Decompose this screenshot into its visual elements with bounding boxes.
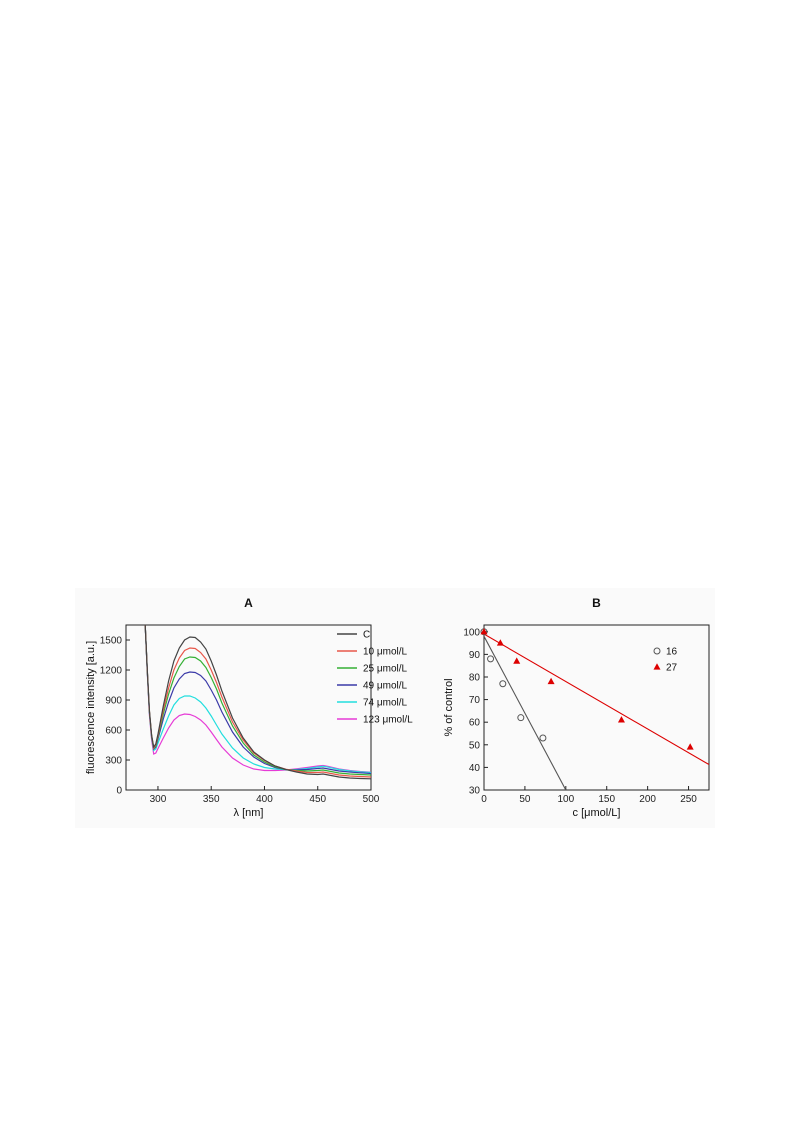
y-tick-label: 600 (105, 726, 122, 737)
data-point (499, 680, 507, 688)
panel-title: B (592, 596, 601, 610)
y-tick-label: 40 (469, 763, 481, 774)
data-point (513, 657, 521, 664)
y-tick-label: 1200 (100, 666, 123, 677)
x-tick-label: 400 (256, 794, 273, 805)
data-point (480, 627, 488, 635)
series-line (144, 625, 371, 773)
plot-frame (483, 624, 710, 791)
x-tick-label: 50 (519, 794, 531, 805)
y-tick-label: 300 (105, 756, 122, 767)
data-point (539, 734, 547, 742)
legend-label: 74 μmol/L (363, 698, 408, 709)
y-axis-label: % of control (443, 678, 455, 736)
y-tick-label: 80 (469, 672, 481, 683)
x-tick-label: 250 (680, 794, 697, 805)
data-point (487, 655, 495, 663)
chart-panel-a: 300 350 400 450 500 0 300 600 900 1200 1500 Aλ [nm]… (85, 596, 413, 819)
data-point (496, 639, 504, 646)
x-tick-label: 150 (598, 794, 615, 805)
y-tick-label: 60 (469, 718, 481, 729)
x-axis-label: λ [nm] (234, 807, 264, 819)
data-point (517, 714, 525, 722)
x-tick-label: 200 (639, 794, 656, 805)
x-tick-label: 500 (363, 794, 380, 805)
legend-label: 25 μmol/L (363, 664, 408, 675)
legend-label: 27 (666, 663, 678, 674)
legend-label: 123 μmol/L (363, 715, 413, 726)
x-tick-label: 100 (557, 794, 574, 805)
x-tick-label: 0 (481, 794, 487, 805)
legend-label: 49 μmol/L (363, 681, 408, 692)
legend-label: C (363, 630, 370, 641)
y-tick-label: 50 (469, 740, 481, 751)
x-tick-label: 450 (309, 794, 326, 805)
series-line (144, 625, 371, 774)
legend-marker (653, 663, 661, 670)
y-tick-label: 70 (469, 695, 481, 706)
fit-line (484, 633, 709, 766)
y-tick-label: 0 (116, 786, 122, 797)
x-axis-label: c [μmol/L] (573, 807, 621, 819)
data-point (617, 716, 625, 723)
data-point (686, 743, 694, 750)
y-tick-label: 90 (469, 650, 481, 661)
y-tick-label: 100 (463, 627, 480, 638)
x-tick-label: 350 (203, 794, 220, 805)
fit-line (484, 636, 567, 790)
y-tick-label: 30 (469, 786, 481, 797)
legend-label: 10 μmol/L (363, 647, 408, 658)
panel-title: A (244, 596, 253, 610)
legend-label: 16 (666, 647, 678, 658)
y-tick-label: 1500 (100, 636, 123, 647)
series-line (144, 625, 371, 780)
x-tick-label: 300 (150, 794, 167, 805)
plot-frame (125, 624, 372, 791)
legend-marker (653, 647, 661, 655)
y-tick-label: 900 (105, 696, 122, 707)
data-point (547, 677, 555, 685)
y-axis-label: fluorescence intensity [a.u.] (85, 641, 97, 774)
chart-panel-b: 0 50 100 150 200 250 30 40 50 60 70 80 90 100 Bc [μmol… (443, 596, 710, 819)
